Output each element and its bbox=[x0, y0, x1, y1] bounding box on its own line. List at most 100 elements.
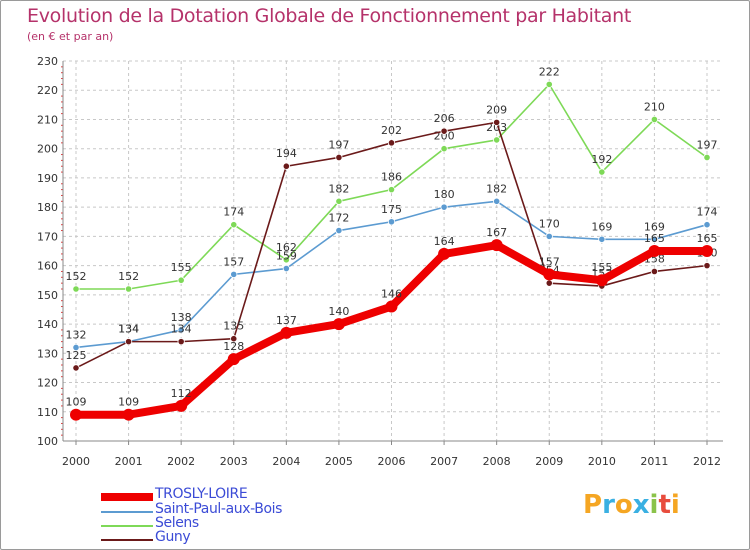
y-tick-label: 210 bbox=[37, 113, 58, 126]
data-label-saint-paul-aux-bois: 174 bbox=[697, 206, 718, 219]
x-tick-label: 2010 bbox=[588, 455, 616, 468]
data-point-saint-paul-aux-bois bbox=[545, 232, 553, 240]
data-point-trosly-loire bbox=[332, 318, 345, 331]
logo-letter: r bbox=[602, 490, 615, 520]
x-tick-label: 2002 bbox=[167, 455, 195, 468]
y-tick-label: 130 bbox=[37, 347, 58, 360]
data-point-guny bbox=[72, 364, 80, 372]
logo-letter: i bbox=[649, 490, 659, 520]
data-label-trosly-loire: 164 bbox=[434, 235, 455, 248]
data-label-trosly-loire: 109 bbox=[66, 396, 87, 409]
logo-letter: i bbox=[670, 490, 680, 520]
legend-label-guny: Guny bbox=[155, 529, 191, 545]
data-label-saint-paul-aux-bois: 157 bbox=[223, 255, 244, 268]
data-label-saint-paul-aux-bois: 138 bbox=[171, 311, 192, 324]
x-tick-label: 2009 bbox=[535, 455, 563, 468]
data-label-trosly-loire: 112 bbox=[171, 387, 192, 400]
x-tick-label: 2003 bbox=[220, 455, 248, 468]
x-tick-label: 2011 bbox=[640, 455, 668, 468]
y-tick-label: 120 bbox=[37, 377, 58, 390]
data-point-selens bbox=[335, 197, 343, 205]
data-point-saint-paul-aux-bois bbox=[230, 270, 238, 278]
y-tick-label: 190 bbox=[37, 172, 58, 185]
data-label-guny: 197 bbox=[328, 138, 349, 151]
x-tick-label: 2008 bbox=[483, 455, 511, 468]
data-point-saint-paul-aux-bois bbox=[335, 226, 343, 235]
data-point-selens bbox=[230, 221, 238, 229]
data-point-trosly-loire bbox=[438, 247, 451, 260]
data-label-selens: 152 bbox=[118, 270, 139, 283]
data-point-saint-paul-aux-bois bbox=[598, 235, 606, 243]
logo-letter: x bbox=[632, 490, 650, 520]
data-point-trosly-loire bbox=[70, 408, 82, 421]
data-label-selens: 155 bbox=[171, 261, 192, 274]
data-label-trosly-loire: 165 bbox=[697, 232, 718, 245]
y-tick-label: 160 bbox=[37, 260, 58, 273]
data-point-selens bbox=[124, 285, 133, 293]
data-point-saint-paul-aux-bois bbox=[282, 264, 290, 273]
data-label-trosly-loire: 137 bbox=[276, 314, 297, 327]
legend-label-trosly-loire: TROSLY-LOIRE bbox=[155, 486, 248, 502]
x-tick-label: 2012 bbox=[693, 455, 721, 468]
x-tick-label: 2004 bbox=[272, 455, 300, 468]
data-point-saint-paul-aux-bois bbox=[650, 235, 659, 243]
x-tick-label: 2005 bbox=[325, 455, 353, 468]
y-tick-label: 140 bbox=[37, 318, 58, 331]
data-point-trosly-loire bbox=[595, 274, 608, 287]
legend-swatch-saint-paul-aux-bois bbox=[101, 511, 153, 513]
y-tick-label: 110 bbox=[37, 406, 58, 419]
data-point-guny bbox=[493, 118, 501, 126]
proxiti-logo: Proxiti bbox=[583, 490, 680, 520]
y-tick-label: 230 bbox=[37, 55, 58, 68]
legend-label-saint-paul-aux-bois: Saint-Paul-aux-Bois bbox=[155, 501, 283, 517]
chart-subtitle: (en € et par an) bbox=[27, 30, 114, 43]
data-point-trosly-loire bbox=[490, 239, 503, 252]
data-label-guny: 134 bbox=[118, 323, 139, 336]
data-point-saint-paul-aux-bois bbox=[703, 221, 711, 229]
data-point-trosly-loire bbox=[701, 245, 713, 257]
logo-letter: t bbox=[658, 490, 671, 520]
legend-swatch-guny bbox=[101, 539, 153, 541]
data-label-guny: 134 bbox=[171, 323, 192, 336]
data-label-guny: 194 bbox=[276, 147, 297, 160]
data-label-trosly-loire: 109 bbox=[118, 396, 139, 409]
data-point-selens bbox=[440, 145, 448, 153]
data-label-selens: 186 bbox=[381, 171, 402, 184]
data-point-guny bbox=[177, 338, 185, 346]
data-label-selens: 203 bbox=[486, 121, 507, 134]
data-label-selens: 152 bbox=[66, 270, 87, 283]
data-point-guny bbox=[440, 127, 448, 135]
data-label-selens: 192 bbox=[591, 153, 612, 166]
data-point-trosly-loire bbox=[543, 268, 556, 281]
y-tick-label: 100 bbox=[37, 435, 58, 448]
x-tick-label: 2001 bbox=[115, 455, 143, 468]
data-label-selens: 174 bbox=[223, 206, 244, 219]
data-label-saint-paul-aux-bois: 169 bbox=[591, 220, 612, 233]
data-point-selens bbox=[177, 276, 185, 284]
x-tick-label: 2006 bbox=[378, 455, 406, 468]
data-point-trosly-loire bbox=[280, 326, 293, 339]
data-point-guny bbox=[545, 279, 553, 287]
data-label-trosly-loire: 140 bbox=[328, 305, 349, 318]
data-point-selens bbox=[282, 256, 290, 264]
data-label-saint-paul-aux-bois: 175 bbox=[381, 203, 402, 216]
data-label-trosly-loire: 128 bbox=[223, 340, 244, 353]
data-point-trosly-loire bbox=[648, 245, 661, 257]
data-point-guny bbox=[230, 335, 238, 343]
data-label-saint-paul-aux-bois: 170 bbox=[539, 217, 560, 230]
data-point-trosly-loire bbox=[122, 408, 135, 421]
logo-letter: o bbox=[614, 490, 633, 520]
data-label-selens: 182 bbox=[328, 182, 349, 195]
y-tick-label: 200 bbox=[37, 143, 58, 156]
x-tick-label: 2000 bbox=[62, 455, 90, 468]
data-point-guny bbox=[282, 162, 290, 170]
data-point-trosly-loire bbox=[227, 353, 240, 366]
data-label-guny: 209 bbox=[486, 103, 507, 116]
data-point-saint-paul-aux-bois bbox=[177, 326, 185, 334]
data-label-trosly-loire: 155 bbox=[591, 261, 612, 274]
data-point-saint-paul-aux-bois bbox=[387, 218, 396, 226]
data-point-guny bbox=[703, 262, 711, 270]
data-label-saint-paul-aux-bois: 169 bbox=[644, 220, 665, 233]
